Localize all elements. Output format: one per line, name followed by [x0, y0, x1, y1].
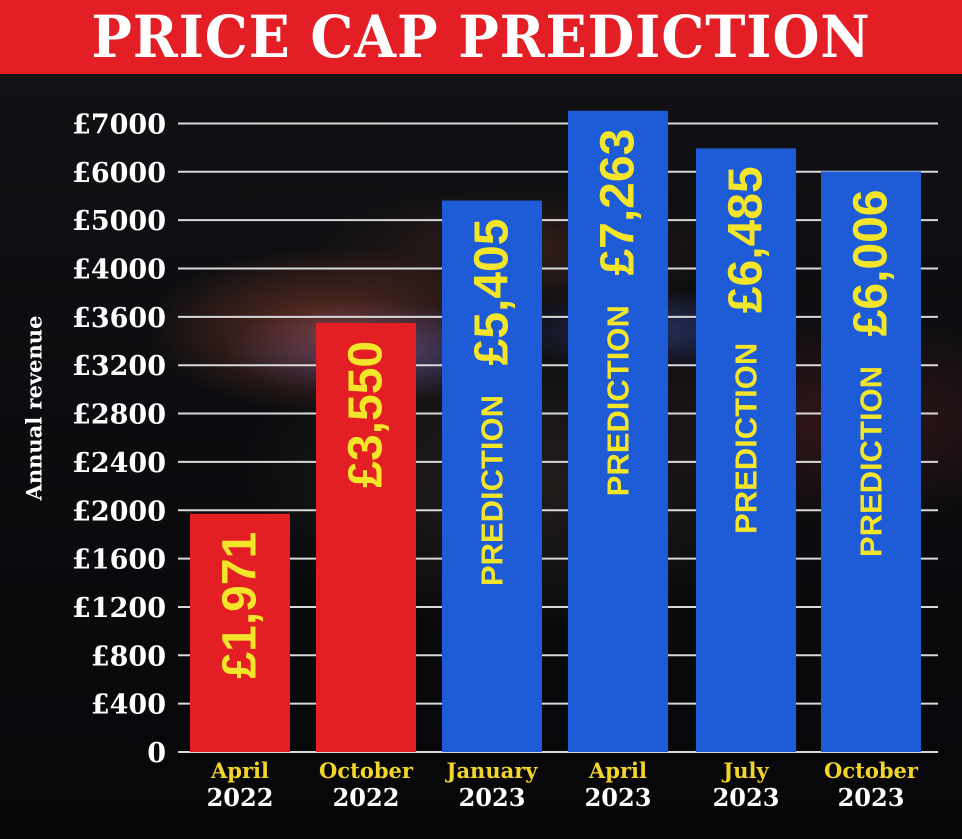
bar	[190, 513, 290, 752]
y-tick-label: 0	[147, 738, 166, 769]
y-tick-label: £2400	[72, 448, 166, 479]
y-tick-label: £2000	[72, 496, 166, 527]
x-category-month: January	[445, 758, 539, 783]
y-tick-label: £6000	[72, 158, 166, 189]
bar-value-label: £1,971	[214, 532, 267, 679]
y-tick-label: £400	[91, 690, 166, 721]
bar-value-label: £6,006	[845, 190, 898, 337]
y-tick-label: £7000	[72, 109, 166, 140]
y-tick-label: £800	[91, 641, 166, 672]
title-banner: PRICE CAP PREDICTION	[0, 0, 962, 74]
y-tick-label: £1200	[72, 593, 166, 624]
bar	[442, 200, 542, 753]
bar-value-label: £7,263	[592, 129, 645, 276]
y-tick-label: £3200	[72, 351, 166, 382]
y-tick-label: £4000	[72, 255, 166, 286]
x-category-month: October	[824, 758, 919, 783]
bar-prediction-note: PREDICTION	[729, 343, 764, 534]
x-category-month: October	[319, 758, 414, 783]
bar-prediction-note: PREDICTION	[854, 366, 889, 557]
x-category-year: 2023	[459, 783, 526, 812]
bar	[316, 322, 416, 752]
bar-value-label: £5,405	[466, 219, 519, 366]
x-category-year: 2022	[333, 783, 400, 812]
x-category-year: 2023	[585, 783, 652, 812]
bar	[821, 171, 921, 753]
bar	[696, 148, 796, 753]
y-tick-label: £5000	[72, 206, 166, 237]
x-category-year: 2022	[207, 783, 274, 812]
y-tick-label: £3600	[72, 303, 166, 334]
x-category-month: April	[588, 758, 647, 783]
bar	[568, 110, 668, 752]
bar-prediction-note: PREDICTION	[601, 305, 636, 496]
x-category-year: 2023	[713, 783, 780, 812]
x-category-month: April	[210, 758, 269, 783]
bar-value-label: £3,550	[340, 341, 393, 488]
y-tick-label: £2800	[72, 400, 166, 431]
x-category-year: 2023	[838, 783, 905, 812]
bar-value-label: £6,485	[720, 166, 773, 313]
y-tick-label: £1600	[72, 545, 166, 576]
x-category-month: July	[721, 758, 769, 783]
bar-prediction-note: PREDICTION	[475, 395, 510, 586]
chart-title: PRICE CAP PREDICTION	[91, 3, 871, 71]
